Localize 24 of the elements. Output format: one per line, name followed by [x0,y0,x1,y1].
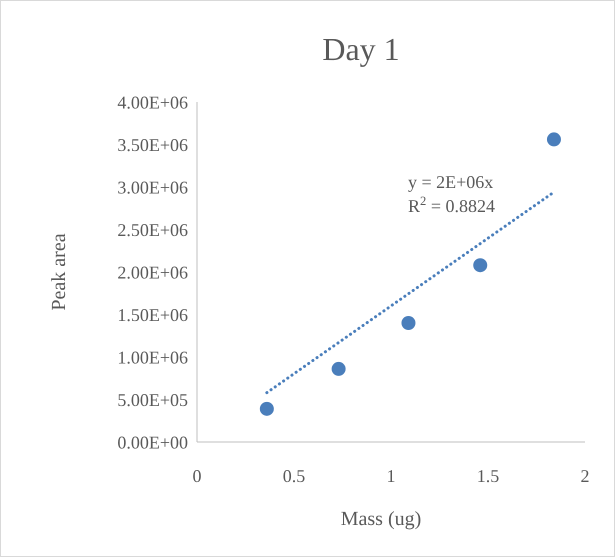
chart-title: Day 1 [322,31,400,67]
point [546,132,561,146]
x-axis-title: Mass (ug) [340,508,422,530]
point [473,258,488,272]
y-tick-label: 2.00E+06 [117,262,188,282]
annotation: R$^{2}$ = 0.8824 [408,194,495,216]
x-tick-label: 0 [192,466,202,486]
y-tick-label: 1.00E+06 [117,347,188,368]
y-axis-title: Peak area [48,233,70,311]
y-tick-label: 4.00E+06 [117,92,188,112]
y-tick-label: 0.00E+00 [117,432,188,452]
y-tick-label: 5.00E+05 [117,390,188,410]
y-tick-label: 2.50E+06 [117,220,188,240]
point [332,362,346,376]
x-tick-label: 1.5 [476,466,500,486]
annotation: y = 2E+06x [408,172,494,192]
point [260,402,274,416]
y-tick-label: 3.50E+06 [117,134,188,155]
x-tick-label: 1 [386,466,396,486]
y-tick-label: 3.00E+06 [117,177,188,198]
x-tick-label: 2 [580,466,590,486]
y-tick-label: 1.50E+06 [117,304,188,325]
point [401,316,416,330]
x-tick-label: 0.5 [282,466,306,486]
